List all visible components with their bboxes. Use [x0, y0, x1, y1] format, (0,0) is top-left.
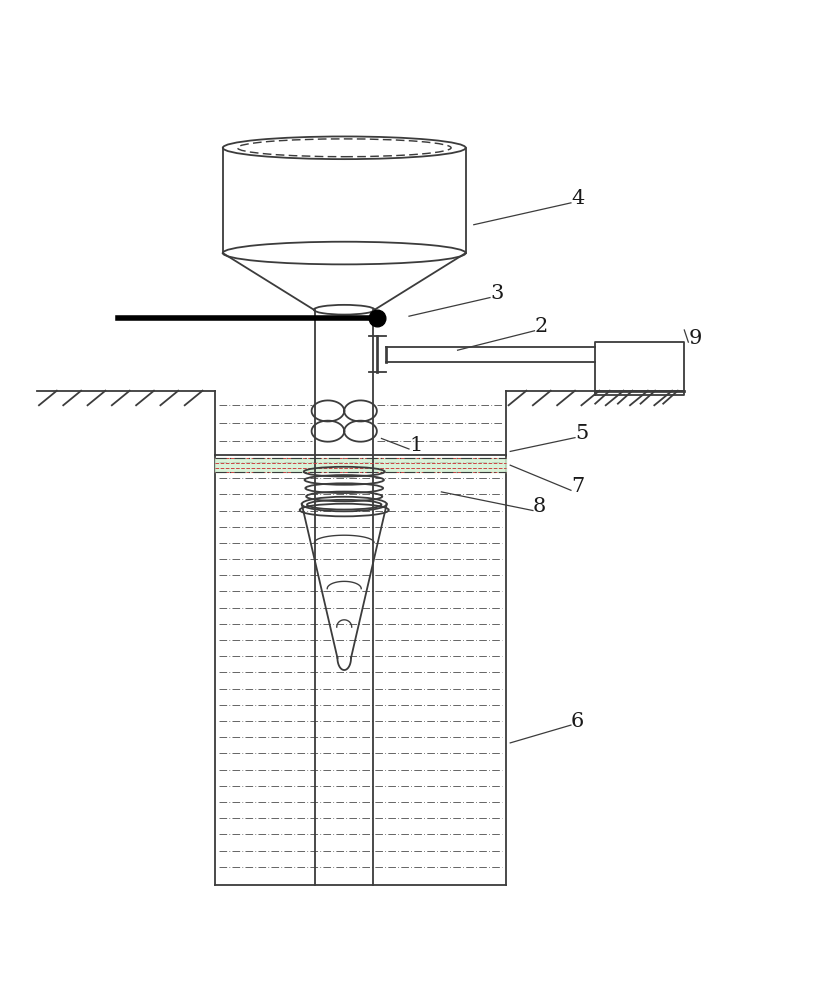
Text: 3: 3: [490, 284, 503, 303]
Text: 4: 4: [571, 189, 584, 208]
Text: 2: 2: [534, 317, 548, 336]
Text: 1: 1: [409, 436, 422, 455]
Text: 5: 5: [575, 424, 588, 443]
Text: 7: 7: [571, 477, 584, 496]
Text: 9: 9: [688, 329, 702, 348]
Text: 6: 6: [571, 712, 584, 731]
Text: 8: 8: [533, 497, 546, 516]
